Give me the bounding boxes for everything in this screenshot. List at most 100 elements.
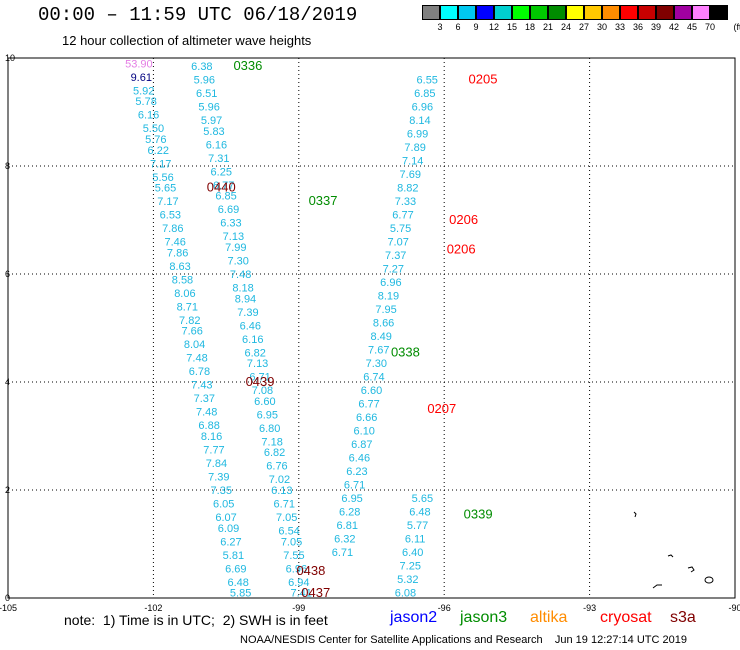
wave-height-label: 5.85 (230, 588, 251, 600)
colorbar-swatch (638, 5, 656, 20)
wave-height-label: 6.09 (218, 523, 239, 535)
wave-height-label: 6.05 (213, 499, 234, 511)
wave-height-label: 6.46 (240, 320, 261, 332)
colorbar-swatch (656, 5, 674, 20)
wave-height-label: 5.96 (198, 102, 219, 114)
wave-height-label: 6.23 (346, 466, 367, 478)
wave-height-label: 7.48 (230, 269, 251, 281)
wave-height-label: 6.40 (402, 547, 423, 559)
wave-height-label: 5.75 (390, 223, 411, 235)
x-tick-label: -93 (583, 603, 596, 613)
colorbar-label: 36 (632, 22, 643, 32)
wave-height-label: 5.83 (203, 126, 224, 138)
colorbar-label: 6 (455, 22, 461, 32)
wave-height-label: 6.16 (242, 334, 263, 346)
wave-height-label: 6.77 (213, 180, 234, 192)
wave-height-label: 8.58 (172, 274, 193, 286)
wave-height-label: 7.31 (208, 153, 229, 165)
pass-time-label: 0438 (296, 563, 325, 578)
wave-height-label: 7.82 (179, 315, 200, 327)
wave-height-label: 6.16 (138, 110, 159, 122)
pass-time-label: 0439 (246, 374, 275, 389)
wave-height-label: 5.96 (194, 75, 215, 87)
wave-height-label: 7.95 (375, 304, 396, 316)
wave-height-label: 7.89 (404, 142, 425, 154)
wave-height-label: 7.48 (186, 353, 207, 365)
coastline-fragment (667, 554, 674, 558)
wave-height-label: 8.04 (184, 339, 205, 351)
wave-height-label: 7.18 (261, 436, 282, 448)
wave-height-label: 8.14 (409, 115, 430, 127)
wave-height-label: 6.33 (220, 218, 241, 230)
wave-height-label: 7.35 (211, 485, 232, 497)
wave-height-label: 6.69 (225, 563, 246, 575)
colorbar-unit: (ft) (733, 22, 740, 32)
credit-line: NOAA/NESDIS Center for Satellite Applica… (240, 634, 687, 646)
wave-height-label: 8.63 (169, 261, 190, 273)
x-tick-label: -105 (0, 603, 17, 613)
colorbar-swatch (710, 5, 728, 20)
wave-height-label: 6.82 (264, 447, 285, 459)
wave-height-label: 6.71 (249, 372, 270, 384)
wave-height-label: 7.37 (194, 393, 215, 405)
y-tick-label: 4 (5, 377, 10, 387)
pass-time-label: 0440 (207, 180, 236, 195)
colorbar-swatch (440, 5, 458, 20)
colorbar-swatch (512, 5, 530, 20)
wave-height-label: 8.82 (397, 183, 418, 195)
wave-height-label: 7.13 (223, 231, 244, 243)
wave-height-label: 6.80 (259, 423, 280, 435)
wave-height-label: 7.67 (368, 345, 389, 357)
colorbar-label: 39 (650, 22, 661, 32)
colorbar-label: 70 (704, 22, 715, 32)
wave-height-label: 7.43 (191, 380, 212, 392)
wave-height-label: 6.94 (288, 577, 309, 589)
wave-height-label: 53.90 (125, 58, 153, 70)
wave-height-label: 6.27 (220, 536, 241, 548)
coastline-fragment (687, 566, 695, 573)
colorbar-swatch (674, 5, 692, 20)
x-tick-label: -102 (144, 603, 162, 613)
wave-height-label: 6.51 (196, 88, 217, 100)
wave-height-label: 5.65 (412, 493, 433, 505)
wave-height-label: 6.32 (334, 534, 355, 546)
wave-height-label: 7.17 (157, 196, 178, 208)
wave-height-label: 5.50 (143, 123, 164, 135)
wave-height-label: 6.74 (363, 372, 384, 384)
colorbar-label: 12 (488, 22, 499, 32)
colorbar-label: 27 (578, 22, 589, 32)
colorbar-swatch (494, 5, 512, 20)
pass-time-label: 0205 (469, 72, 498, 87)
wave-height-label: 6.96 (286, 563, 307, 575)
wave-height-label: 7.37 (385, 250, 406, 262)
wave-height-label: 7.05 (276, 512, 297, 524)
colorbar-swatch (548, 5, 566, 20)
colorbar-swatch (422, 5, 440, 20)
wave-height-label: 6.95 (341, 493, 362, 505)
wave-height-label: 6.69 (218, 204, 239, 216)
colorbar-swatch (692, 5, 710, 20)
legend-s3a: s3a (670, 609, 696, 626)
wave-height-label: 5.32 (397, 574, 418, 586)
wave-height-label: 6.10 (354, 426, 375, 438)
colorbar-swatch (530, 5, 548, 20)
wave-height-label: 6.25 (211, 166, 232, 178)
wave-height-label: 6.85 (215, 191, 236, 203)
colorbar-label: 15 (506, 22, 517, 32)
wave-height-label: 7.39 (208, 472, 229, 484)
wave-height-label: 6.11 (405, 534, 426, 546)
wave-height-label: 6.87 (351, 439, 372, 451)
pass-time-label: 0336 (233, 58, 262, 73)
colorbar-label: 3 (437, 22, 443, 32)
wave-height-label: 8.16 (201, 431, 222, 443)
wave-height-label: 5.97 (201, 115, 222, 127)
coastline-fragment (633, 511, 637, 518)
pass-time-label: 0339 (464, 506, 493, 521)
wave-height-label: 6.55 (417, 75, 438, 87)
wave-height-label: 9.61 (131, 72, 152, 84)
wave-height-label: 7.86 (167, 247, 188, 259)
wave-height-label: 7.69 (400, 169, 421, 181)
colorbar-label: 42 (668, 22, 679, 32)
wave-height-label: 7.17 (150, 158, 171, 170)
